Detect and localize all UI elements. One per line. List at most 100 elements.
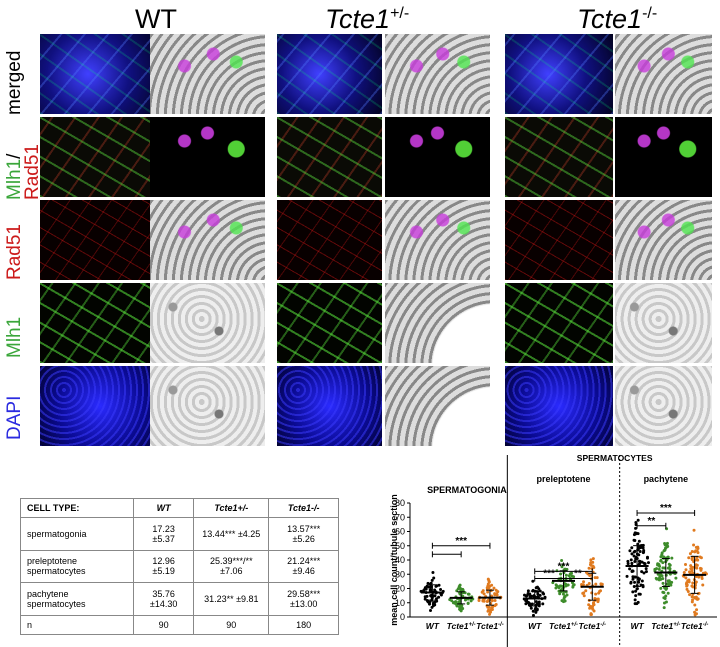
table-cell: 21.24*** ±9.46	[268, 549, 339, 584]
data-point	[684, 568, 688, 572]
data-point	[701, 583, 705, 587]
data-point	[626, 562, 630, 566]
data-point	[691, 571, 695, 575]
table-row: pachytene spermatocytes 35.76 ±14.30 31.…	[19, 582, 339, 617]
data-point	[433, 588, 437, 592]
data-point	[666, 591, 670, 595]
group-label: pachytene	[644, 474, 689, 484]
data-point	[570, 574, 574, 578]
data-point	[634, 526, 638, 530]
data-point	[690, 568, 694, 572]
data-point	[658, 575, 662, 579]
data-point	[684, 576, 688, 580]
data-point	[563, 599, 567, 603]
data-point	[635, 587, 639, 591]
data-point	[640, 579, 644, 583]
table-cell: 180	[268, 615, 339, 635]
data-point	[490, 583, 494, 587]
data-point	[434, 597, 438, 601]
data-point	[534, 600, 538, 604]
x-tick-label: Tcte1-/-	[476, 621, 504, 631]
data-point	[589, 612, 593, 616]
data-point	[693, 550, 697, 554]
data-point	[459, 605, 463, 609]
row-label-rad51: Rad51	[4, 205, 26, 280]
data-point	[629, 580, 633, 584]
table-cell: 12.96 ±5.19	[133, 549, 195, 584]
data-point	[660, 551, 664, 555]
data-point	[485, 600, 489, 604]
data-point	[541, 602, 545, 606]
data-point	[694, 595, 698, 599]
data-point	[432, 576, 436, 580]
data-point	[480, 590, 484, 594]
spermatocytes-label: SPERMATOCYTES	[577, 455, 653, 463]
data-point	[529, 594, 533, 598]
data-point	[439, 588, 443, 592]
significance-label: ***	[558, 561, 570, 572]
micrograph-wt-rad51	[40, 200, 160, 280]
data-point	[631, 575, 635, 579]
data-point	[437, 595, 441, 599]
data-point	[636, 542, 640, 546]
data-point	[490, 598, 494, 602]
data-point	[638, 550, 642, 554]
data-point	[566, 583, 570, 587]
table-cell: 13.57*** ±5.26	[268, 516, 339, 551]
data-point	[559, 572, 563, 576]
x-tick-label-superscript: -/-	[498, 622, 504, 628]
data-point	[563, 595, 567, 599]
table-cell: 13.44*** ±4.25	[193, 516, 270, 551]
x-tick-label-superscript: +/-	[673, 622, 680, 628]
data-point	[530, 602, 534, 606]
data-point	[668, 581, 672, 585]
data-point	[536, 595, 540, 599]
data-point	[433, 594, 437, 598]
y-tick-label: 0	[400, 612, 405, 622]
data-point	[688, 593, 692, 597]
data-point	[466, 602, 470, 606]
data-point	[534, 610, 538, 614]
data-point	[625, 574, 629, 578]
data-point	[637, 577, 641, 581]
y-tick-label: 10	[395, 598, 405, 608]
data-point	[682, 571, 686, 575]
data-point	[600, 582, 604, 586]
data-point	[666, 579, 670, 583]
row-label-rad51-text: Rad51	[4, 224, 25, 280]
data-point	[429, 608, 433, 612]
data-point	[524, 594, 528, 598]
data-point	[661, 590, 665, 594]
data-point	[492, 586, 496, 590]
data-point	[637, 580, 641, 584]
data-point	[656, 563, 660, 567]
y-tick-label: 70	[395, 512, 405, 522]
data-point	[477, 599, 481, 603]
micrograph-ko-rad51-gray	[615, 200, 712, 280]
group-label: SPERMATOGONIA	[427, 485, 507, 495]
data-point	[596, 600, 600, 604]
y-tick-label: 50	[395, 541, 405, 551]
data-point	[486, 577, 490, 581]
data-point	[564, 582, 568, 586]
x-tick-label: WT	[426, 621, 440, 631]
data-point	[591, 557, 595, 561]
data-point	[428, 602, 432, 606]
micrograph-wt-mlh1-gray	[150, 283, 265, 363]
data-point	[524, 599, 528, 603]
micrograph-het-mlh1-rad51	[277, 117, 382, 197]
micrograph-het-rad51-gray	[385, 200, 490, 280]
data-point	[626, 559, 630, 563]
data-point	[531, 613, 535, 617]
micrograph-wt-rad51-gray	[150, 200, 265, 280]
data-point	[526, 589, 530, 593]
data-point	[700, 577, 704, 581]
data-point	[430, 578, 434, 582]
micrograph-het-dapi-gray	[385, 366, 490, 446]
data-point	[630, 546, 634, 550]
data-point	[631, 590, 635, 594]
data-point	[661, 581, 665, 585]
data-point	[690, 595, 694, 599]
y-tick-label: 40	[395, 555, 405, 565]
data-point	[630, 570, 634, 574]
